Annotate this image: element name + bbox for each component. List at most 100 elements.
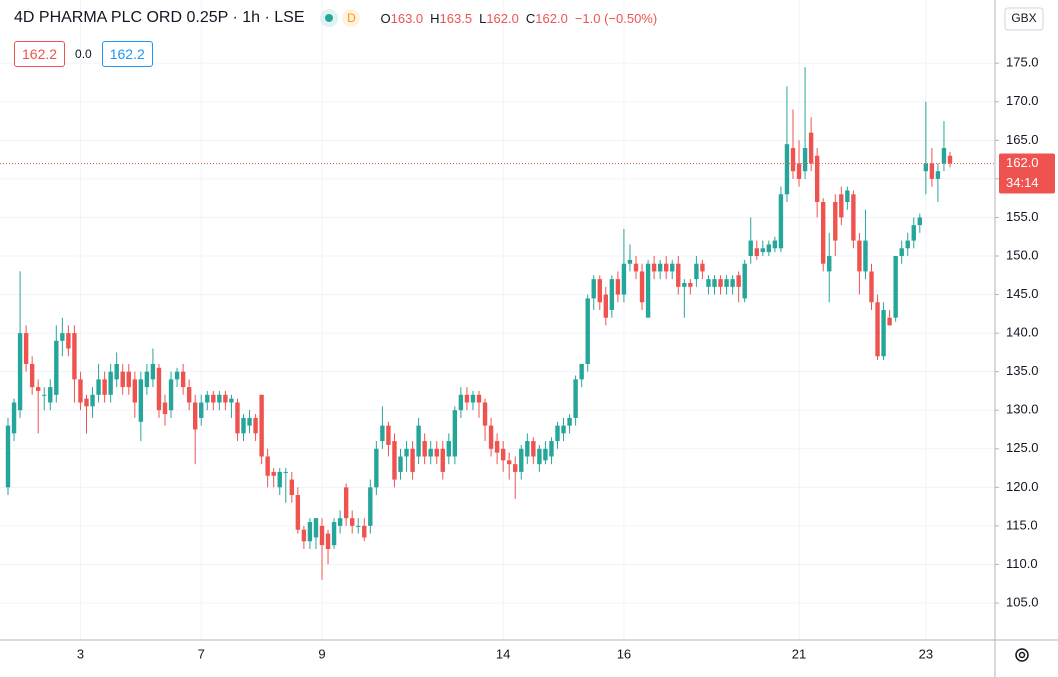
buy-button[interactable]: 162.2 bbox=[101, 41, 153, 67]
candle-body bbox=[168, 379, 174, 411]
y-tick-label: 115.0 bbox=[1006, 517, 1038, 532]
candle-body bbox=[893, 256, 898, 318]
candle-body bbox=[120, 371, 125, 388]
y-tick-label: 120.0 bbox=[1006, 479, 1039, 494]
candle-body bbox=[78, 379, 83, 403]
candle-body bbox=[827, 256, 832, 272]
candle-body bbox=[814, 155, 820, 203]
candle-body bbox=[875, 302, 880, 357]
sell-button[interactable]: 162.2 bbox=[14, 41, 66, 67]
y-tick-label: 175.0 bbox=[1006, 55, 1039, 70]
candle-body bbox=[712, 279, 717, 287]
y-tick-label: 170.0 bbox=[1006, 93, 1039, 108]
y-tick-label: 165.0 bbox=[1006, 132, 1039, 147]
candle-body bbox=[434, 448, 439, 457]
candle-body bbox=[657, 263, 663, 272]
legend-key: L bbox=[479, 10, 487, 26]
candle-body bbox=[331, 522, 337, 546]
candle-body bbox=[766, 244, 772, 253]
candle-body bbox=[651, 263, 657, 272]
candle-body bbox=[398, 456, 403, 472]
candle-body bbox=[573, 379, 578, 418]
candle-body bbox=[132, 379, 138, 403]
candle-body bbox=[700, 263, 705, 272]
candle-body bbox=[35, 387, 41, 391]
candle-body bbox=[863, 240, 868, 272]
candle-body bbox=[458, 394, 464, 411]
currency: GBX bbox=[1011, 11, 1036, 25]
candle-body bbox=[911, 225, 916, 241]
x-tick-label: 23 bbox=[919, 646, 933, 661]
candle-body bbox=[48, 387, 53, 403]
candle-body bbox=[199, 402, 204, 418]
candle-body bbox=[343, 487, 349, 519]
y-tick-label: 105.0 bbox=[1006, 594, 1039, 609]
candle-body bbox=[446, 441, 452, 457]
settings-icon[interactable] bbox=[1015, 648, 1029, 662]
candle-body bbox=[96, 379, 101, 395]
candle-body bbox=[670, 263, 675, 272]
candle-body bbox=[235, 402, 240, 434]
candle-body bbox=[609, 279, 615, 310]
candle-body bbox=[923, 163, 929, 172]
candle-body bbox=[754, 248, 759, 256]
last-price-label: 162.0 bbox=[1006, 155, 1039, 170]
candle-body bbox=[513, 464, 518, 472]
y-tick-label: 125.0 bbox=[1006, 440, 1039, 455]
candle-body bbox=[688, 282, 693, 287]
candle-body bbox=[325, 533, 331, 550]
candle-body bbox=[470, 394, 476, 403]
candle-body bbox=[42, 394, 47, 396]
y-tick-label: 130.0 bbox=[1006, 402, 1039, 417]
candle-body bbox=[555, 425, 560, 442]
candle-body bbox=[549, 441, 554, 457]
candle-body bbox=[633, 263, 639, 272]
countdown: 34:14 bbox=[1006, 175, 1039, 190]
legend-key: C bbox=[525, 10, 536, 26]
status-dot bbox=[320, 9, 339, 27]
candle-body bbox=[736, 275, 741, 287]
candle-body bbox=[156, 367, 162, 411]
y-tick-label: 110.0 bbox=[1006, 556, 1038, 571]
y-tick-label: 145.0 bbox=[1006, 286, 1039, 301]
symbol-title: 4D PHARMA PLC ORD 0.25P · 1h · LSE bbox=[14, 9, 305, 26]
candle-body bbox=[380, 425, 385, 442]
candle-body bbox=[307, 522, 313, 542]
candle-body bbox=[138, 379, 144, 422]
legend-value: 163.0 bbox=[390, 10, 424, 26]
candle-body bbox=[833, 202, 838, 241]
candle-body bbox=[90, 394, 95, 407]
candle-body bbox=[102, 379, 107, 395]
last-price-box bbox=[999, 153, 1055, 194]
candle-body bbox=[851, 194, 856, 241]
currency-box[interactable] bbox=[1004, 7, 1044, 31]
candle-body bbox=[881, 309, 886, 357]
candle-body bbox=[537, 448, 542, 465]
candle-body bbox=[440, 448, 445, 472]
candle-body bbox=[718, 279, 723, 287]
candle-body bbox=[349, 518, 355, 526]
candle-body bbox=[72, 333, 77, 380]
y-tick-label: 140.0 bbox=[1006, 325, 1039, 340]
candle-body bbox=[428, 448, 433, 457]
candle-body bbox=[772, 240, 778, 249]
candle-body bbox=[192, 402, 198, 430]
candle-body bbox=[760, 248, 766, 253]
candle-body bbox=[869, 271, 874, 303]
candle-body bbox=[374, 448, 379, 488]
candle-body bbox=[839, 194, 844, 218]
legend-key: O bbox=[380, 10, 391, 26]
candle-body bbox=[337, 518, 343, 526]
candle-body bbox=[591, 279, 596, 299]
candle-body bbox=[506, 460, 512, 465]
candle-body bbox=[223, 394, 228, 403]
x-tick-label: 14 bbox=[496, 646, 510, 661]
candle-body bbox=[150, 363, 156, 380]
ohlc-legend: O163.0 H163.5 L162.0 C162.0 −1.0 (−0.50%) bbox=[380, 11, 657, 26]
candle-body bbox=[211, 394, 216, 403]
candle-body bbox=[682, 282, 687, 287]
candle-body bbox=[186, 387, 192, 403]
candle-body bbox=[585, 298, 590, 364]
candle-body bbox=[464, 394, 470, 403]
y-tick-label: 150.0 bbox=[1006, 247, 1039, 262]
